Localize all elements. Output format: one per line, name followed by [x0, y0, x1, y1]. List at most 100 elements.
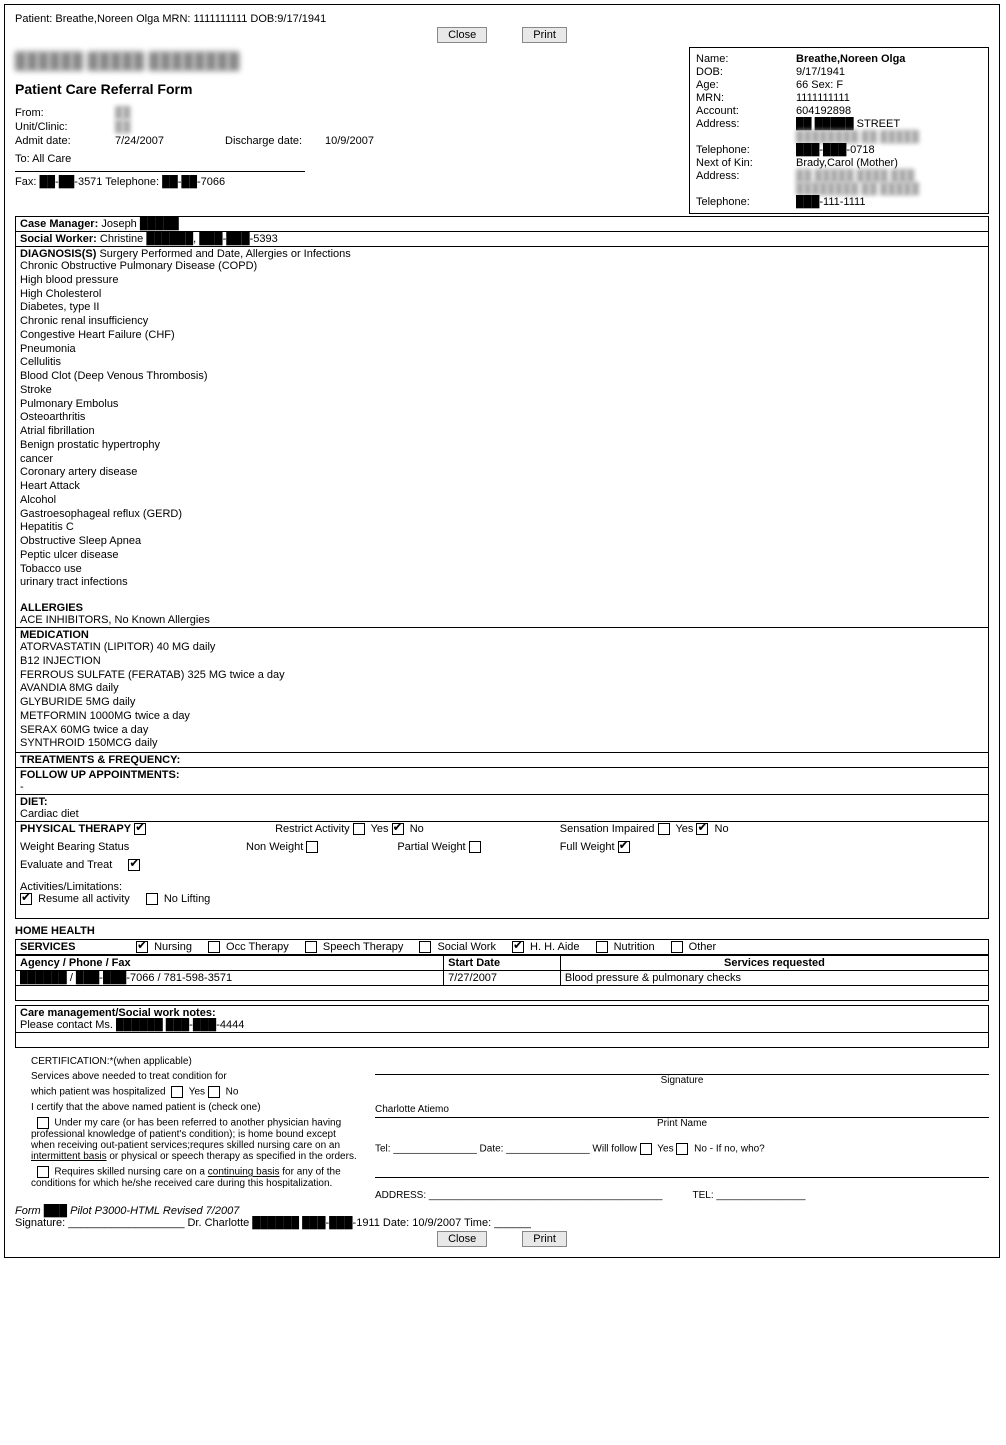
- list-item: Chronic Obstructive Pulmonary Disease (C…: [20, 260, 984, 274]
- list-item: Osteoarthritis: [20, 411, 984, 425]
- other-checkbox[interactable]: [671, 941, 683, 953]
- form-title: Patient Care Referral Form: [15, 81, 679, 97]
- list-item: Coronary artery disease: [20, 466, 984, 480]
- close-button[interactable]: Close: [437, 27, 487, 43]
- pb-mrn-l: MRN:: [696, 92, 796, 104]
- willfollow-yes-checkbox[interactable]: [640, 1143, 652, 1155]
- list-item: ATORVASTATIN (LIPITOR) 40 MG daily: [20, 641, 984, 655]
- list-item: Chronic renal insufficiency: [20, 315, 984, 329]
- follow-head: FOLLOW UP APPOINTMENTS:: [20, 769, 180, 781]
- fullweight-checkbox[interactable]: [618, 841, 630, 853]
- discharge-value: 10/9/2007: [325, 135, 435, 147]
- letterhead-blur: ██████ █████ ████████: [15, 53, 679, 71]
- list-item: AVANDIA 8MG daily: [20, 682, 984, 696]
- partweight-checkbox[interactable]: [469, 841, 481, 853]
- list-item: Atrial fibrillation: [20, 425, 984, 439]
- cert-no-checkbox[interactable]: [208, 1086, 220, 1098]
- sw-value: Christine ██████, ███-███-5393: [100, 233, 278, 245]
- pb-ktel: ███-111-1111: [796, 196, 982, 208]
- occ-checkbox[interactable]: [208, 941, 220, 953]
- list-item: Cellulitis: [20, 356, 984, 370]
- pb-kaddr-l: Address:: [696, 170, 796, 182]
- cert-continuing-checkbox[interactable]: [37, 1166, 49, 1178]
- list-item: GLYBURIDE 5MG daily: [20, 696, 984, 710]
- list-item: High blood pressure: [20, 274, 984, 288]
- diag-head: DIAGNOSIS(S): [20, 248, 96, 260]
- notes-head: Care management/Social work notes:: [20, 1007, 216, 1019]
- eval-label: Evaluate and Treat: [20, 859, 112, 871]
- footer-line2: Signature: ___________________ Dr. Charl…: [15, 1217, 989, 1229]
- certification-section: CERTIFICATION:*(when applicable) Service…: [15, 1052, 989, 1201]
- eval-checkbox[interactable]: [128, 859, 140, 871]
- treat-head: TREATMENTS & FREQUENCY:: [20, 754, 180, 766]
- admit-label: Admit date:: [15, 135, 115, 147]
- resume-checkbox[interactable]: [20, 893, 32, 905]
- list-item: Benign prostatic hypertrophy: [20, 439, 984, 453]
- unit-value: ██: [115, 121, 225, 133]
- pb-acct: 604192898: [796, 105, 982, 117]
- pb-kaddr2: ████████ ██ █████: [796, 183, 982, 195]
- services-box: SERVICES Nursing Occ Therapy Speech Ther…: [15, 939, 989, 955]
- pb-age: 66 Sex: F: [796, 79, 982, 91]
- cert-under-checkbox[interactable]: [37, 1117, 49, 1129]
- restrict-yes-checkbox[interactable]: [353, 823, 365, 835]
- list-item: SYNTHROID 150MCG daily: [20, 737, 984, 751]
- svc-h2: Start Date: [444, 956, 561, 971]
- svc-agency: ██████ / ███-███-7066 / 781-598-3571: [16, 971, 444, 986]
- nutrition-checkbox[interactable]: [596, 941, 608, 953]
- diagnosis-list: Chronic Obstructive Pulmonary Disease (C…: [20, 260, 984, 590]
- restrict-no-checkbox[interactable]: [392, 823, 404, 835]
- pb-dob-l: DOB:: [696, 66, 796, 78]
- pb-name-l: Name:: [696, 53, 796, 65]
- list-item: Blood Clot (Deep Venous Thrombosis): [20, 370, 984, 384]
- sens-no-checkbox[interactable]: [696, 823, 708, 835]
- cm-label: Case Manager:: [20, 218, 98, 230]
- social-checkbox[interactable]: [419, 941, 431, 953]
- print-button-bottom[interactable]: Print: [522, 1231, 567, 1247]
- diet-body: Cardiac diet: [20, 808, 79, 820]
- sens-label: Sensation Impaired: [560, 823, 655, 835]
- pb-dob: 9/17/1941: [796, 66, 982, 78]
- cert-tel-line: Tel: _______________ Date: _____________…: [375, 1144, 637, 1155]
- blank-line: [375, 1177, 989, 1178]
- signature-label: Signature: [375, 1075, 989, 1086]
- restrict-label: Restrict Activity: [275, 823, 350, 835]
- allergies-head: ALLERGIES: [20, 602, 83, 614]
- cert-l1: Services above needed to treat condition…: [31, 1071, 357, 1082]
- cert-l3: I certify that the above named patient i…: [31, 1102, 357, 1113]
- svc-h1: Agency / Phone / Fax: [16, 956, 444, 971]
- nolift-checkbox[interactable]: [146, 893, 158, 905]
- home-head: HOME HEALTH: [15, 925, 95, 937]
- close-button-bottom[interactable]: Close: [437, 1231, 487, 1247]
- list-item: High Cholesterol: [20, 288, 984, 302]
- patient-header-line: Patient: Breathe,Noreen Olga MRN: 111111…: [15, 13, 989, 25]
- nonweight-checkbox[interactable]: [306, 841, 318, 853]
- list-item: Stroke: [20, 384, 984, 398]
- pt-section: PHYSICAL THERAPY Restrict Activity Yes N…: [16, 821, 988, 918]
- list-item: cancer: [20, 453, 984, 467]
- meds-head: MEDICATION: [20, 629, 89, 641]
- pt-checkbox[interactable]: [134, 823, 146, 835]
- cert-yes-checkbox[interactable]: [171, 1086, 183, 1098]
- list-item: Pneumonia: [20, 343, 984, 357]
- table-row: [16, 986, 989, 1001]
- pb-age-l: Age:: [696, 79, 796, 91]
- discharge-label: Discharge date:: [225, 135, 325, 147]
- fax-tel-line: Fax: ██-██-3571 Telephone: ██-██-7066: [15, 176, 679, 188]
- willfollow-no-checkbox[interactable]: [676, 1143, 688, 1155]
- sens-yes-checkbox[interactable]: [658, 823, 670, 835]
- pt-head: PHYSICAL THERAPY: [20, 823, 131, 835]
- nursing-checkbox[interactable]: [136, 941, 148, 953]
- wbs-label: Weight Bearing Status: [20, 841, 230, 853]
- list-item: Tobacco use: [20, 563, 984, 577]
- pb-name: Breathe,Noreen Olga: [796, 53, 982, 65]
- separator-line: [15, 171, 305, 172]
- cm-value: Joseph █████: [101, 218, 179, 230]
- pb-ktel-l: Telephone:: [696, 196, 796, 208]
- diet-head: DIET:: [20, 796, 48, 808]
- follow-body: -: [20, 781, 24, 793]
- speech-checkbox[interactable]: [305, 941, 317, 953]
- aide-checkbox[interactable]: [512, 941, 524, 953]
- print-button[interactable]: Print: [522, 27, 567, 43]
- main-box: Case Manager: Joseph █████ Social Worker…: [15, 216, 989, 919]
